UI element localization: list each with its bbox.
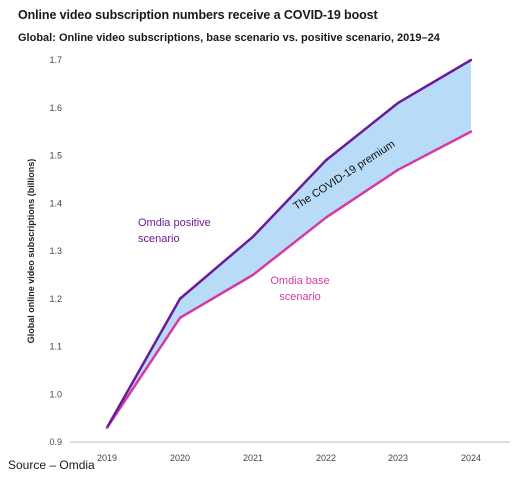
x-tick-label-2: 2021 bbox=[243, 453, 263, 463]
y-tick-label-2: 1.1 bbox=[49, 342, 62, 352]
annotation-positive-line2: scenario bbox=[138, 233, 180, 245]
annotation-base-line1: Omdia base bbox=[270, 275, 329, 287]
point-positive-2 bbox=[251, 235, 255, 238]
y-tick-label-3: 1.2 bbox=[49, 294, 62, 304]
x-tick-label-1: 2020 bbox=[170, 453, 190, 463]
annotation-positive-line1: Omdia positive bbox=[138, 217, 211, 229]
y-tick-label-0: 0.9 bbox=[49, 437, 62, 447]
x-tick-label-5: 2024 bbox=[461, 453, 481, 463]
point-positive-1 bbox=[178, 297, 182, 300]
y-axis-label: Global online video subscriptions (billi… bbox=[26, 159, 36, 344]
y-tick-label-1: 1.0 bbox=[49, 389, 62, 399]
point-base-4 bbox=[396, 168, 400, 172]
x-tick-label-3: 2022 bbox=[316, 453, 336, 463]
series-line-base bbox=[105, 130, 472, 429]
point-positive-5 bbox=[469, 58, 473, 62]
point-base-5 bbox=[469, 130, 473, 133]
y-tick-label-4: 1.3 bbox=[49, 246, 62, 256]
y-tick-label-5: 1.4 bbox=[49, 198, 62, 208]
chart-title: Online video subscription numbers receiv… bbox=[18, 8, 378, 22]
x-tick-label-0: 2019 bbox=[97, 453, 117, 463]
point-base-3 bbox=[324, 216, 328, 219]
source-note: Source – Omdia bbox=[8, 458, 95, 472]
point-base-0 bbox=[105, 426, 109, 429]
y-tick-label-7: 1.6 bbox=[49, 103, 62, 113]
premium-band bbox=[107, 60, 471, 428]
x-tick-label-4: 2023 bbox=[388, 453, 408, 463]
chart-subtitle: Global: Online video subscriptions, base… bbox=[18, 32, 440, 44]
point-positive-4 bbox=[396, 101, 400, 105]
series-line-positive bbox=[105, 58, 472, 429]
annotation-base-line2: scenario bbox=[279, 291, 321, 303]
y-tick-label-8: 1.7 bbox=[49, 55, 62, 65]
point-positive-3 bbox=[324, 159, 328, 162]
point-base-1 bbox=[178, 316, 182, 320]
y-tick-label-6: 1.5 bbox=[49, 151, 62, 161]
point-base-2 bbox=[251, 273, 255, 277]
